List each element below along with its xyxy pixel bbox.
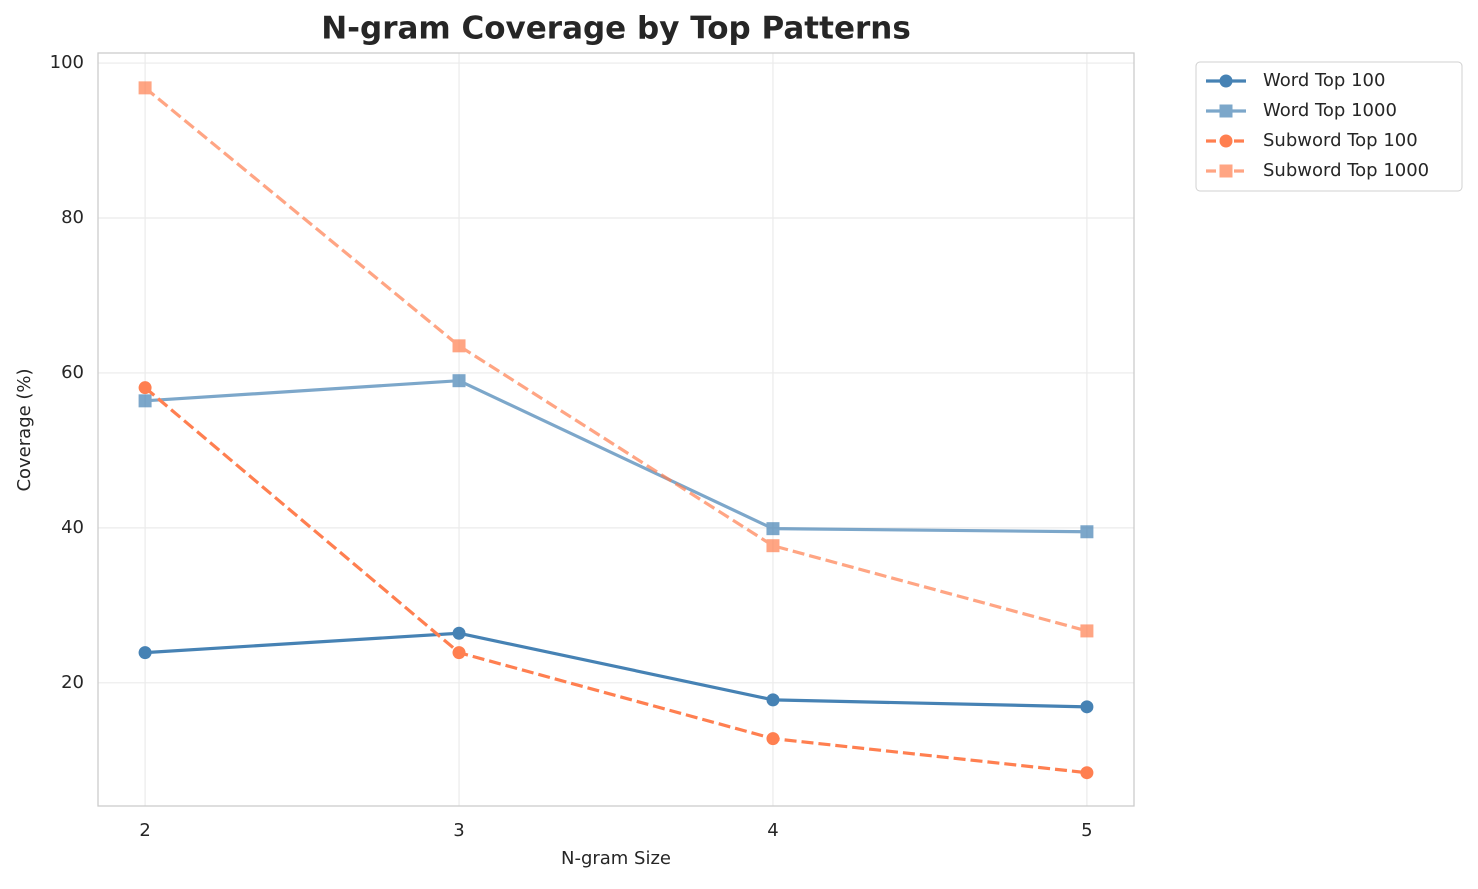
marker <box>766 522 780 536</box>
y-tick-label: 60 <box>61 362 84 383</box>
marker <box>138 646 152 660</box>
legend-label: Word Top 100 <box>1263 70 1385 91</box>
series-line <box>144 631 1087 709</box>
y-tick-label: 40 <box>61 517 84 538</box>
marker <box>138 381 152 395</box>
x-tick-label: 4 <box>767 820 778 841</box>
marker <box>452 646 466 660</box>
series-line <box>144 379 1087 534</box>
legend-label: Word Top 1000 <box>1263 100 1397 121</box>
legend-label: Subword Top 1000 <box>1263 160 1429 181</box>
marker <box>1080 525 1094 539</box>
legend-item <box>1206 134 1246 148</box>
series-line <box>144 86 1088 633</box>
marker <box>452 339 466 353</box>
series <box>138 626 1094 714</box>
marker <box>452 374 466 388</box>
legend-box <box>1195 61 1463 192</box>
legend-item <box>1206 164 1246 178</box>
marker <box>766 693 780 707</box>
marker <box>766 732 780 746</box>
marker <box>452 626 466 640</box>
series <box>138 374 1094 539</box>
marker <box>1080 700 1094 714</box>
marker <box>1080 624 1094 638</box>
marker <box>766 539 780 553</box>
marker <box>1080 766 1094 780</box>
marker <box>138 394 152 408</box>
marker <box>1219 74 1233 88</box>
marker <box>1219 164 1233 178</box>
x-axis-label: N-gram Size <box>561 848 671 869</box>
y-tick-label: 20 <box>61 672 84 693</box>
plot-frame <box>97 52 1135 807</box>
y-tick-label: 100 <box>50 52 84 73</box>
series-line <box>144 386 1088 775</box>
chart-title: N-gram Coverage by Top Patterns <box>321 11 911 47</box>
marker <box>138 81 152 95</box>
x-tick-label: 5 <box>1081 820 1092 841</box>
legend-item <box>1206 104 1246 118</box>
y-axis-label: Coverage (%) <box>14 368 35 491</box>
y-tick-label: 80 <box>61 207 84 228</box>
series <box>138 381 1094 780</box>
legend-item <box>1206 74 1246 88</box>
x-tick-label: 3 <box>453 820 464 841</box>
marker <box>1219 104 1233 118</box>
x-tick-label: 2 <box>139 820 150 841</box>
marker <box>1219 134 1233 148</box>
legend-label: Subword Top 100 <box>1263 130 1418 151</box>
series <box>138 81 1094 638</box>
